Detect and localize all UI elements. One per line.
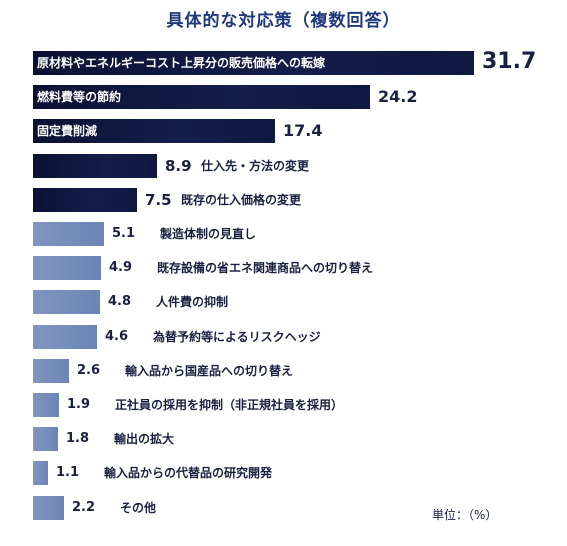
bar (33, 154, 157, 178)
bar-category-label: その他 (120, 501, 157, 515)
bar-category-label: 為替予約等によるリスクヘッジ (153, 330, 321, 344)
bar-category-label: 既存の仕入価格の変更 (181, 193, 302, 207)
bar-value-label: 17.4 (283, 121, 323, 140)
bar-value-label: 8.9 (165, 157, 192, 175)
bar-category-label: 原材料やエネルギーコスト上昇分の販売価格への転嫁 (37, 56, 326, 70)
bar-category-label: 燃料費等の節約 (37, 90, 122, 104)
bar-category-label: 仕入先・方法の変更 (201, 159, 310, 173)
bar-value-label: 7.5 (145, 191, 172, 209)
bar (33, 85, 370, 109)
bar (33, 427, 58, 451)
unit-label: 単位：（%） (432, 508, 498, 522)
bar-value-label: 2.2 (72, 500, 96, 515)
bar-value-label: 1.8 (66, 431, 90, 446)
bar-value-label: 31.7 (482, 49, 537, 74)
bar-category-label: 輸入品からの代替品の研究開発 (104, 466, 273, 480)
bar-category-label: 製造体制の見直し (160, 227, 257, 241)
bar-category-label: 人件費の抑制 (156, 295, 229, 309)
bar (33, 496, 64, 520)
bar-value-label: 1.1 (56, 465, 80, 480)
bar (33, 325, 97, 349)
bar-value-label: 1.9 (67, 397, 91, 412)
bar-category-label: 正社員の採用を抑制（非正規社員を採用） (115, 398, 344, 412)
bar-category-label: 既存設備の省エネ関連商品への切り替え (157, 261, 374, 275)
bar-category-label: 輸出の拡大 (114, 432, 175, 446)
bar-category-label: 輸入品から国産品への切り替え (125, 364, 294, 378)
bar-value-label: 24.2 (378, 87, 418, 106)
bar-value-label: 4.9 (109, 260, 133, 275)
bar-value-label: 4.8 (108, 294, 132, 309)
bar (33, 51, 474, 75)
bar-value-label: 2.6 (77, 363, 101, 378)
bottom-fade (0, 532, 567, 546)
bar (33, 359, 69, 383)
bar-value-label: 4.6 (105, 329, 129, 344)
bar-value-label: 5.1 (112, 226, 136, 241)
bar (33, 256, 101, 280)
bar (33, 461, 48, 485)
bar (33, 290, 100, 314)
bar (33, 393, 59, 417)
bar (33, 188, 137, 212)
bar (33, 222, 104, 246)
bar (33, 119, 275, 143)
chart-title: 具体的な対応策（複数回答） (166, 11, 401, 31)
bar-category-label: 固定費削減 (37, 124, 98, 138)
